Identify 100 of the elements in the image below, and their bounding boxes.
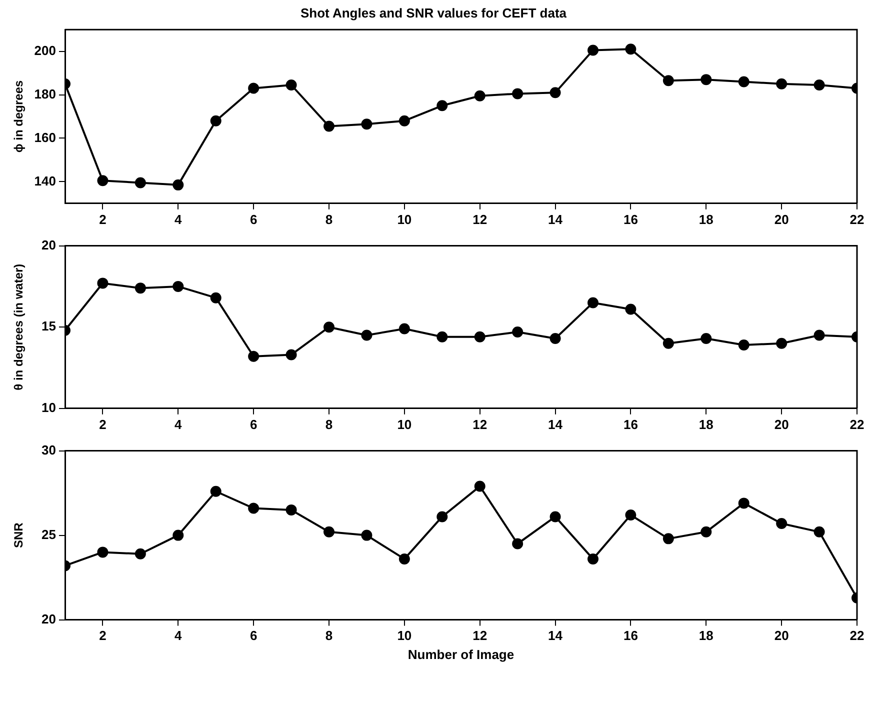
point (588, 297, 598, 308)
point (436, 100, 448, 112)
point (776, 78, 788, 90)
x-tick-label: 20 (774, 416, 789, 432)
x-tick-label: 8 (325, 416, 333, 432)
x-tick-label: 4 (174, 628, 183, 644)
x-tick-label: 16 (623, 416, 638, 432)
point (814, 526, 825, 538)
x-tick-label: 14 (548, 416, 564, 432)
point (286, 80, 297, 90)
point (625, 510, 636, 521)
point (662, 338, 674, 349)
x-tick-label: 20 (774, 628, 789, 644)
point (512, 538, 524, 550)
point (474, 331, 486, 342)
point (134, 548, 146, 560)
point (361, 118, 372, 130)
point (550, 87, 561, 98)
x-tick-label: 14 (548, 628, 564, 644)
point (361, 330, 372, 341)
point (776, 338, 788, 349)
x-tick-label: 12 (472, 628, 488, 644)
x-tick-label: 10 (397, 416, 412, 432)
x-tick-label: 18 (698, 416, 714, 432)
x-tick-label: 10 (397, 628, 412, 644)
point (700, 74, 712, 86)
point (700, 526, 712, 538)
point (625, 304, 636, 315)
y-axis-title: SNR (12, 522, 26, 548)
point (248, 502, 260, 514)
y-axis-title: ϕ in degrees (12, 80, 26, 153)
point (172, 530, 184, 541)
x-tick-label: 22 (850, 416, 864, 432)
y-tick-label: 10 (42, 400, 56, 415)
x-tick-label: 6 (250, 628, 258, 644)
point (738, 498, 750, 509)
point (97, 278, 108, 289)
point (286, 349, 297, 360)
point (210, 292, 222, 304)
point (324, 322, 334, 333)
point (134, 177, 146, 188)
point (550, 511, 561, 522)
x-tick-label: 6 (250, 212, 258, 227)
point (550, 332, 561, 344)
y-tick-label: 20 (42, 611, 56, 626)
point (436, 331, 448, 342)
x-tick-label: 16 (623, 628, 638, 644)
chart-title: Shot Angles and SNR values for CEFT data (300, 5, 568, 20)
x-tick-label: 2 (99, 416, 106, 432)
point (398, 323, 410, 334)
y-tick-label: 25 (42, 526, 56, 542)
x-tick-label: 18 (698, 628, 714, 644)
point (324, 120, 334, 132)
x-tick-label: 20 (774, 212, 789, 227)
y-tick-label: 200 (34, 42, 56, 58)
y-axis-title: θ in degrees (in water) (12, 264, 26, 390)
x-tick-label: 22 (850, 628, 864, 644)
point (738, 339, 750, 350)
point (324, 526, 334, 538)
x-tick-label: 8 (325, 212, 333, 227)
y-tick-label: 180 (34, 86, 56, 102)
point (474, 480, 486, 492)
point (512, 326, 524, 338)
x-tick-label: 16 (623, 212, 638, 227)
point (210, 486, 222, 497)
point (134, 282, 146, 294)
point (172, 179, 184, 190)
x-tick-label: 2 (99, 628, 106, 644)
point (398, 553, 410, 564)
y-tick-label: 160 (34, 130, 56, 145)
x-axis-title: Number of Image (408, 646, 514, 662)
point (210, 115, 222, 126)
point (662, 533, 674, 544)
point (398, 115, 410, 126)
x-tick-label: 10 (397, 212, 412, 227)
point (588, 44, 598, 56)
y-tick-label: 15 (42, 318, 56, 334)
x-tick-label: 8 (325, 628, 333, 644)
x-tick-label: 14 (548, 212, 564, 227)
x-tick-label: 6 (250, 416, 258, 432)
point (286, 504, 297, 516)
x-tick-label: 18 (698, 212, 714, 227)
point (474, 90, 486, 102)
point (814, 80, 825, 90)
point (776, 518, 788, 529)
point (97, 546, 108, 558)
x-tick-label: 12 (472, 416, 488, 432)
point (172, 280, 184, 292)
point (436, 511, 448, 522)
x-tick-label: 4 (174, 416, 183, 432)
point (248, 350, 260, 362)
x-tick-label: 22 (850, 212, 864, 227)
x-tick-label: 4 (174, 212, 183, 227)
y-tick-label: 140 (34, 173, 56, 188)
point (700, 332, 712, 344)
point (588, 553, 598, 564)
y-tick-label: 30 (42, 442, 56, 458)
point (248, 82, 260, 94)
point (738, 76, 750, 88)
x-tick-label: 12 (472, 212, 488, 227)
